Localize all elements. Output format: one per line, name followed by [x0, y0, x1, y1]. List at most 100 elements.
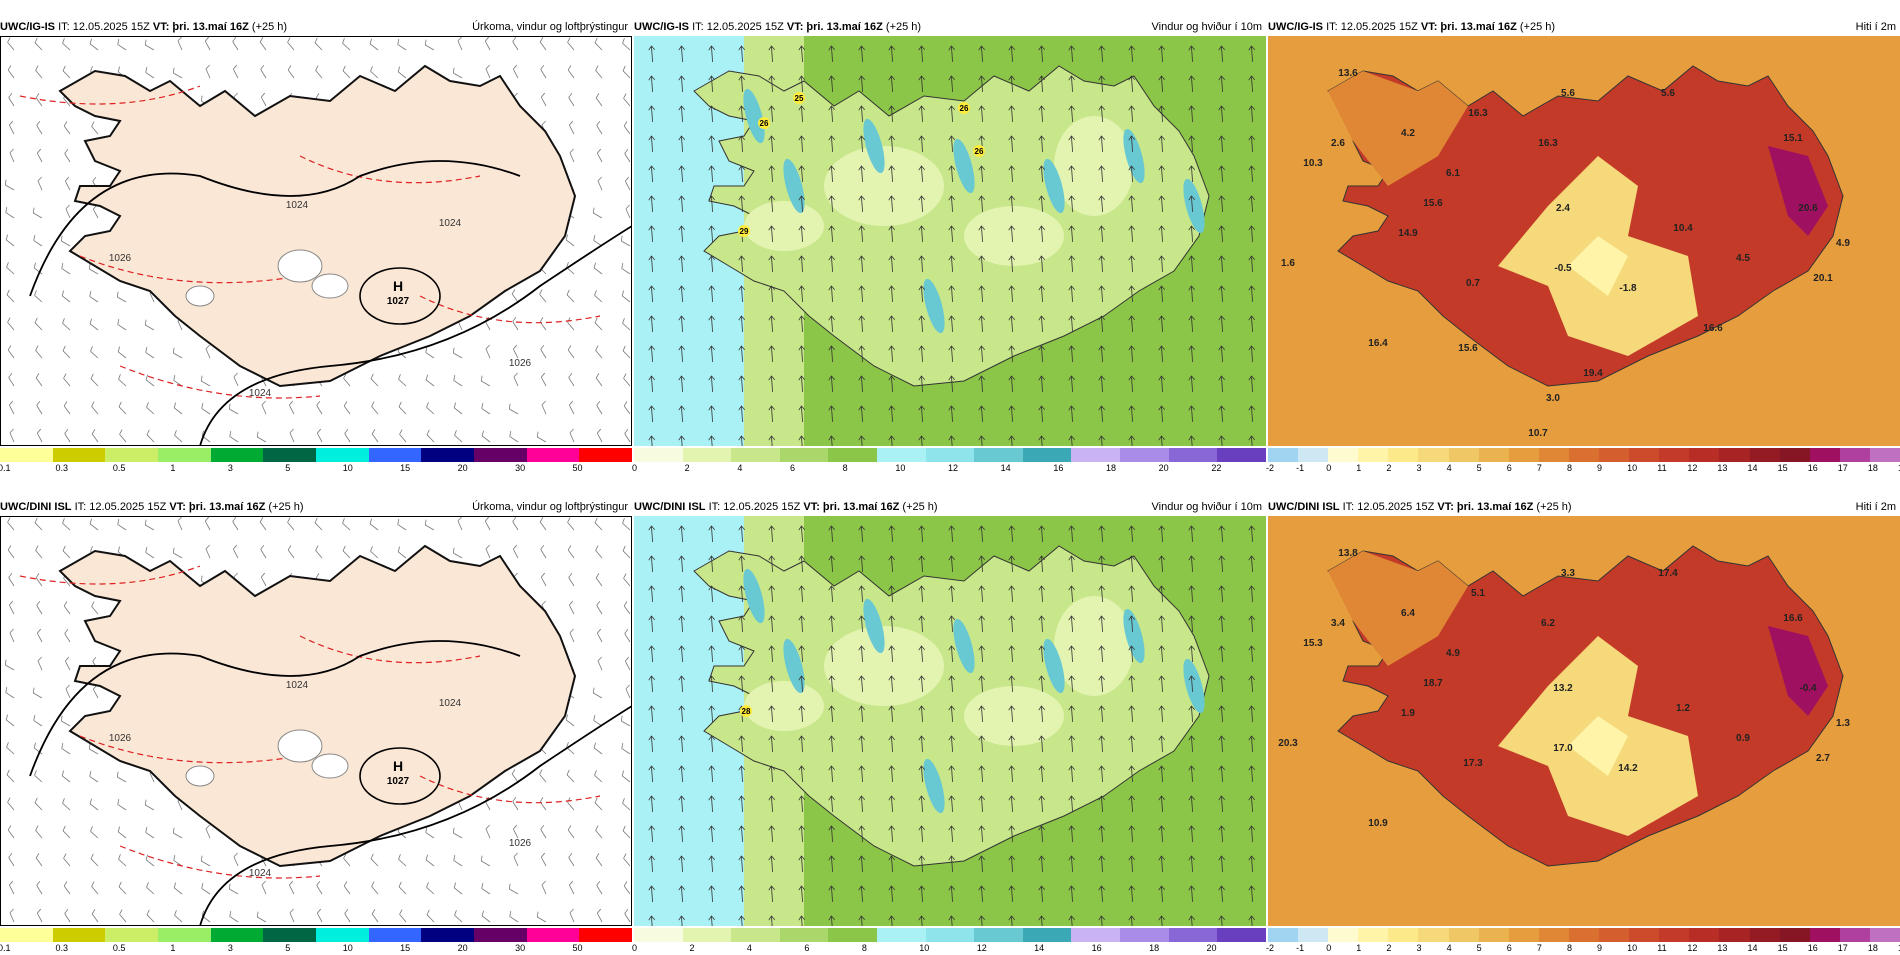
gust-area — [1043, 638, 1065, 694]
wind-arrow — [858, 45, 866, 63]
wind-arrow — [978, 735, 986, 753]
wind-barb — [567, 797, 575, 811]
wind-arrow — [768, 735, 776, 753]
wind-barb — [64, 176, 71, 191]
panel-header: UWC/DINI ISL IT: 12.05.2025 15Z VT: þri.… — [634, 498, 938, 516]
wind-barb — [595, 65, 603, 79]
wind-arrow — [1248, 525, 1256, 543]
gust-value: 29 — [740, 227, 749, 236]
colorbar-swatch — [1071, 928, 1121, 942]
wind-arrow — [1188, 375, 1196, 393]
gust-value: 25 — [795, 94, 804, 103]
wind-barb — [5, 207, 15, 219]
wind-barb — [117, 826, 127, 839]
wind-barb — [8, 92, 15, 107]
wind-arrow — [1098, 855, 1106, 873]
wind-barb — [566, 289, 575, 303]
wind-barb — [485, 64, 491, 79]
colorbar-tick: 16 — [1807, 463, 1818, 473]
valid-time: þri. 13.maí 16Z — [806, 21, 883, 33]
wind-arrow — [1008, 615, 1016, 633]
wind-barb — [540, 572, 547, 587]
light-wind-area — [1054, 116, 1134, 216]
wind-barb — [144, 319, 155, 331]
wind-arrow — [828, 225, 836, 243]
wind-arrow — [1218, 885, 1226, 903]
wind-arrow — [678, 675, 686, 693]
colorbar-swatch — [1071, 448, 1121, 462]
wind-barb — [64, 908, 71, 923]
wind-arrow — [888, 315, 896, 333]
wind-arrow — [948, 285, 956, 303]
wind-arrow — [1068, 225, 1076, 243]
wind-arrow — [1218, 615, 1226, 633]
colorbar-swatch — [1022, 928, 1072, 942]
wind-arrow — [978, 825, 986, 843]
colorbar-swatch — [1478, 928, 1509, 942]
wind-arrow — [1218, 735, 1226, 753]
wind-barb — [621, 263, 631, 275]
wind-arrow — [708, 555, 716, 573]
wind-barb — [512, 64, 519, 79]
wind-barb — [4, 659, 15, 671]
colorbar-swatch — [1749, 928, 1780, 942]
wind-arrow — [1068, 795, 1076, 813]
wind-barb — [344, 428, 351, 443]
wind-arrow — [1098, 885, 1106, 903]
wind-arrow — [768, 825, 776, 843]
wind-arrow — [738, 195, 746, 213]
wind-barb — [118, 374, 127, 387]
temperature-label: 5.6 — [1561, 88, 1575, 99]
wind-barb — [512, 796, 519, 811]
wind-barb — [595, 93, 603, 107]
wind-arrow — [768, 435, 776, 446]
wind-barb — [622, 345, 631, 359]
isobar-label: 1024 — [439, 698, 462, 709]
wind-barb — [172, 67, 183, 79]
wind-barb — [35, 345, 43, 359]
colorbar-tick: 6 — [790, 463, 796, 473]
wind-barb — [457, 516, 463, 531]
valid-prefix: VT: — [1420, 21, 1438, 33]
wind-arrow — [1098, 405, 1106, 423]
wind-barb — [425, 374, 435, 387]
wind-barb — [371, 909, 379, 923]
colorbar-tick: 19 — [1898, 943, 1900, 953]
temperature-label: 3.3 — [1561, 568, 1575, 579]
gust-value: 26 — [960, 104, 969, 113]
colorbar-swatch — [1268, 448, 1299, 462]
wind-barb — [91, 429, 99, 443]
colorbar-ticks: 0.1 0.3 0.5 1 3 5 10 15 20 30 50 — [0, 943, 632, 955]
wind-arrow — [768, 405, 776, 423]
wind-barb — [398, 374, 407, 387]
colorbar-tick: 20 — [457, 943, 468, 953]
wind-arrow — [918, 375, 926, 393]
wind-barb — [89, 771, 99, 783]
wind-barb — [288, 880, 295, 895]
wind-arrow — [648, 165, 656, 183]
wind-arrow — [798, 555, 806, 573]
wind-barb — [5, 234, 15, 247]
temperature-label: 6.2 — [1541, 618, 1555, 629]
wind-arrow — [918, 555, 926, 573]
wind-arrow — [738, 315, 746, 333]
wind-arrow — [978, 225, 986, 243]
wind-barb — [117, 39, 127, 51]
wind-barb — [8, 600, 15, 615]
isobar — [199, 705, 632, 926]
wind-barb — [172, 827, 183, 839]
wind-barb — [594, 37, 603, 51]
wind-barb — [540, 372, 547, 387]
wind-arrow — [918, 885, 926, 903]
wind-arrow — [738, 825, 746, 843]
wind-arrow — [1158, 375, 1166, 393]
colorbar-swatch — [158, 448, 211, 462]
wind-arrow — [1188, 315, 1196, 333]
wind-barb — [63, 373, 71, 387]
wind-arrow — [1248, 705, 1256, 723]
wind-arrow — [1038, 405, 1046, 423]
colorbar-swatch — [1508, 448, 1539, 462]
wind-arrow — [1128, 555, 1136, 573]
wind-barb — [594, 290, 603, 303]
colorbar-swatch — [368, 448, 422, 462]
